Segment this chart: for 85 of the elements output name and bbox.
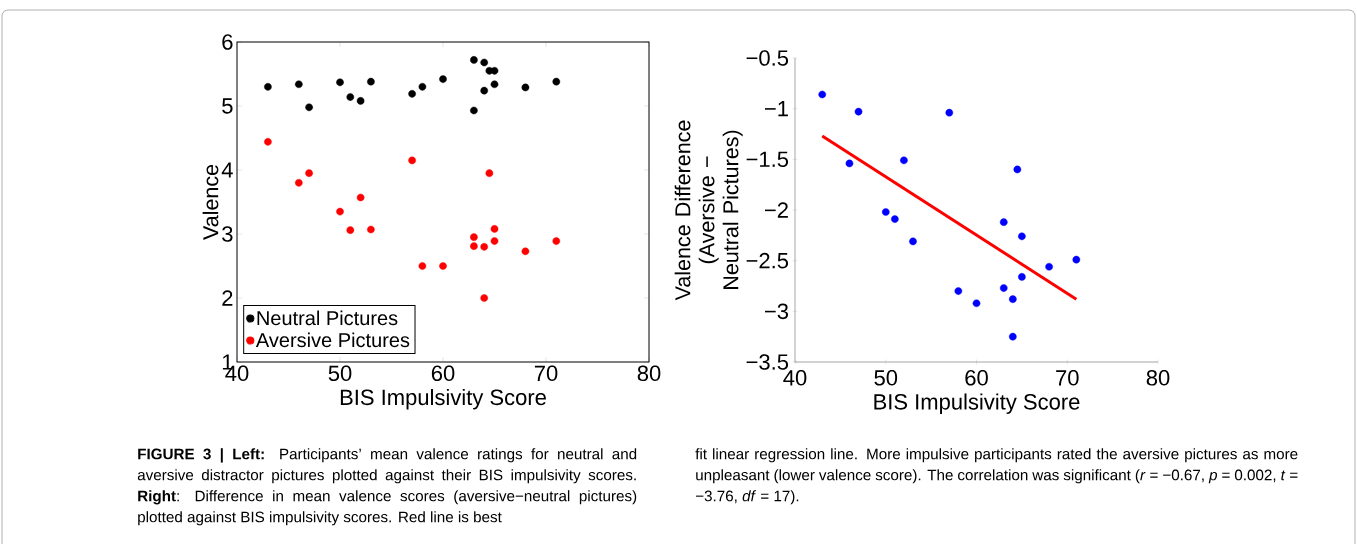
point [470, 242, 478, 250]
x-tick-label: 40 [783, 370, 807, 386]
point [439, 75, 447, 83]
point [418, 262, 427, 270]
point [439, 262, 447, 270]
point [490, 67, 499, 75]
point [552, 237, 561, 245]
point [346, 226, 355, 234]
y-tick-label: −2.5 [746, 252, 789, 269]
point [408, 90, 416, 98]
point [521, 83, 530, 92]
point [418, 83, 427, 91]
point [264, 83, 272, 91]
x-tick-label: 60 [965, 370, 988, 386]
x-tick-label: 80 [1146, 370, 1170, 386]
point [1072, 255, 1081, 264]
point [480, 58, 489, 67]
point [346, 93, 355, 101]
point [881, 208, 890, 216]
point [367, 77, 375, 86]
x-tick-label: 70 [534, 365, 558, 382]
point [480, 294, 489, 302]
point [909, 237, 917, 246]
point [305, 103, 313, 112]
point [470, 106, 478, 115]
point [295, 80, 303, 89]
y-tick-label: −3 [764, 303, 789, 320]
text: fit linear regression line. More impulsive participants rated the aversive pictures as more unpleasant (lower valence score). The correlation was significant (r = −0.67, p = 0.002, t = −3.76, df = 17). [695, 448, 1298, 505]
y-tick-label: 4 [221, 162, 233, 178]
point [845, 159, 854, 168]
point [336, 207, 344, 216]
point [1009, 332, 1017, 341]
point [854, 107, 863, 116]
text: FIGURE 3 | Left: Participants’ mean valence ratings for neutral and aversive distractor pictures plotted against their BIS impulsivity scores. Right: Difference in mean valence scores (aversive−neutral pictures) plotted against BIS impulsivity scores. Red line is best [137, 448, 637, 526]
y-axis-title: Valence Difference (Aversive − Neutral Pictures) [674, 120, 743, 301]
x-tick-label: 50 [328, 365, 352, 382]
point [367, 225, 375, 234]
point [480, 243, 489, 251]
point [1018, 273, 1026, 281]
y-tick-label: −2 [764, 202, 788, 218]
y-tick-label: −3.5 [746, 354, 789, 370]
y-axis-title: Valence [202, 164, 219, 240]
point [552, 77, 561, 86]
x-tick-label: 60 [431, 365, 455, 382]
x-tick-label: 50 [874, 370, 898, 386]
x-tick-label: 70 [1056, 370, 1079, 386]
legend-label: Aversive Pictures [255, 332, 410, 348]
point [295, 179, 303, 187]
point [356, 97, 365, 105]
point [336, 78, 344, 87]
point [954, 287, 963, 295]
point [999, 218, 1008, 226]
point [1018, 232, 1026, 241]
point [891, 215, 899, 223]
point [408, 156, 416, 165]
y-tick-label: −1.5 [746, 151, 789, 168]
y-tick-label: 2 [222, 290, 233, 306]
point [900, 156, 908, 165]
x-axis-title: BIS Impulsivity Score [340, 388, 546, 410]
point [356, 193, 365, 202]
x-tick-label: 80 [637, 365, 661, 382]
x-axis-title: BIS Impulsivity Score [874, 393, 1080, 414]
point [945, 108, 954, 117]
point [521, 247, 530, 256]
point [1045, 262, 1053, 271]
y-tick-label: 6 [222, 34, 233, 50]
point [264, 138, 272, 146]
point [490, 237, 499, 245]
point [470, 233, 478, 241]
point [490, 80, 499, 89]
point [470, 56, 478, 64]
point [305, 169, 313, 177]
y-tick-label: −0.5 [746, 50, 789, 66]
point [1013, 165, 1022, 174]
point [490, 225, 499, 233]
point [485, 169, 494, 177]
point [480, 86, 489, 95]
point [818, 90, 827, 99]
y-tick-label: 3 [222, 226, 233, 242]
y-tick-label: 5 [222, 98, 233, 114]
point [1009, 295, 1017, 303]
point [999, 284, 1008, 292]
y-tick-label: −1 [764, 101, 788, 117]
legend-label: Neutral Pictures [257, 310, 398, 326]
point [972, 299, 981, 308]
